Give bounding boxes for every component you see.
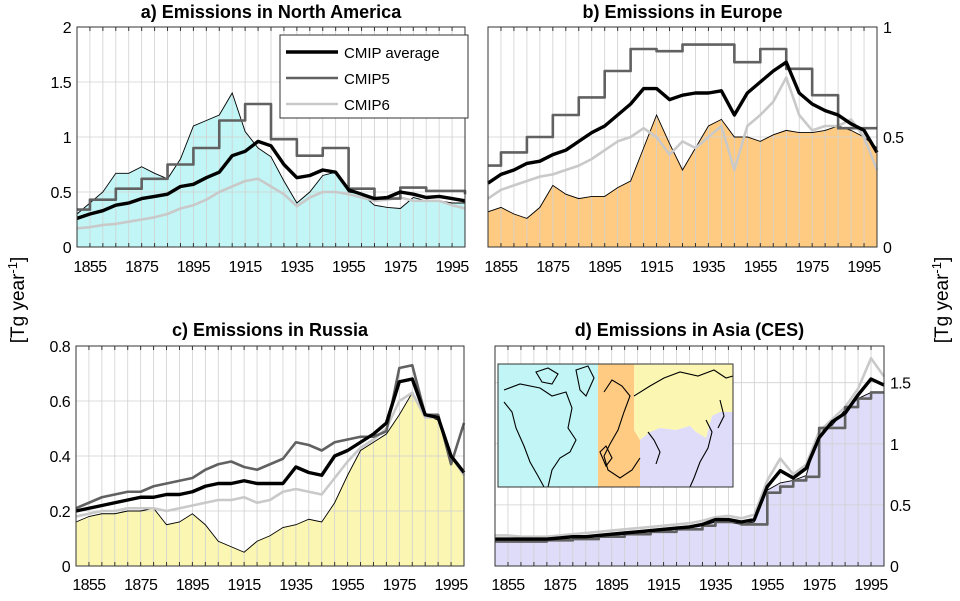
x-tick-label: 1895 (176, 577, 210, 594)
legend: CMIP average CMIP5 CMIP6 (279, 34, 469, 119)
y-tick-label: 0.5 (51, 185, 72, 202)
region-emission-area (495, 392, 884, 566)
x-tick-label: 1855 (72, 577, 106, 594)
series-line-cmip6 (75, 391, 466, 518)
panel-title: d) Emissions in Asia (CES) (575, 320, 804, 340)
x-tick-label: 1875 (536, 259, 570, 276)
inset-region-map (497, 363, 734, 488)
x-tick-label: 1915 (229, 259, 263, 276)
y-tick-label: 0.5 (890, 498, 911, 515)
y-tick-label: 0 (62, 559, 71, 576)
y-tick-label: 1 (63, 130, 72, 147)
x-tick-label: 1935 (699, 577, 733, 594)
legend-label-cmip5: CMIP5 (344, 71, 390, 88)
x-tick-label: 1975 (796, 259, 830, 276)
x-tick-label: 1975 (383, 577, 417, 594)
map-region-north-america (498, 364, 598, 487)
x-tick-label: 1955 (332, 259, 366, 276)
coastlines (503, 365, 734, 488)
series-line-cmip5 (488, 43, 877, 167)
y-tick-label: 0 (890, 559, 899, 576)
x-tick-label: 1915 (640, 259, 674, 276)
x-tick-label: 1915 (228, 577, 262, 594)
region-emission-line (487, 113, 878, 219)
x-tick-label: 1975 (384, 259, 418, 276)
x-tick-label: 1895 (595, 577, 629, 594)
y-tick-label: 1 (890, 437, 899, 454)
y-tick-label: 1.5 (890, 376, 911, 393)
series-line-cmip-average (75, 377, 466, 513)
series-line-cmip-average (76, 139, 466, 221)
y-tick-label: 0.4 (50, 449, 71, 466)
x-tick-label: 1955 (331, 577, 365, 594)
y-tick-label: 0.8 (50, 339, 71, 356)
y-tick-label: 0 (63, 240, 72, 257)
y-tick-label: 0.6 (50, 394, 71, 411)
y-tick-label: 2 (63, 20, 72, 37)
region-emission-line (75, 391, 465, 553)
region-emission-line (76, 91, 465, 215)
legend-label-cmip-average: CMIP average (344, 45, 440, 62)
x-tick-label: 1955 (751, 577, 785, 594)
series-line-cmip6 (487, 76, 879, 200)
panel-title: a) Emissions in North America (141, 2, 402, 22)
x-tick-label: 1995 (434, 577, 468, 594)
series-line-cmip-average (487, 60, 879, 185)
x-tick-label: 1855 (73, 259, 107, 276)
series-line-cmip-average (495, 377, 885, 541)
x-tick-label: 1895 (588, 259, 622, 276)
x-tick-label: 1895 (177, 259, 211, 276)
legend-label-cmip6: CMIP6 (344, 97, 390, 114)
x-tick-label: 1995 (847, 259, 881, 276)
map-region-russia (634, 364, 733, 440)
panel-title: b) Emissions in Europe (582, 2, 782, 22)
x-tick-label: 1935 (692, 259, 726, 276)
y-tick-label: 0 (883, 240, 892, 257)
y-tick-label: 0.5 (883, 130, 904, 147)
x-tick-label: 1935 (280, 259, 314, 276)
x-tick-label: 1955 (744, 259, 778, 276)
series-line-cmip5 (495, 391, 884, 543)
y-axis-label-right: [Tg year-1] (929, 257, 953, 344)
y-axis-label-left: [Tg year-1] (5, 257, 29, 344)
x-tick-label: 1875 (543, 577, 577, 594)
map-region-asia (640, 412, 733, 487)
x-tick-label: 1855 (491, 577, 525, 594)
x-tick-label: 1995 (435, 259, 469, 276)
y-tick-label: 1 (883, 20, 892, 37)
x-tick-label: 1875 (124, 577, 158, 594)
x-tick-label: 1915 (647, 577, 681, 594)
x-tick-label: 1855 (484, 259, 518, 276)
y-tick-label: 0.2 (50, 504, 71, 521)
panel-c: 1855 1875 1895 1915 1935 1955 1975 1995 0 0.2 0.4 0… (50, 320, 469, 594)
x-tick-label: 1995 (854, 577, 888, 594)
x-tick-label: 1935 (279, 577, 313, 594)
x-tick-label: 1875 (125, 259, 159, 276)
panel-title: c) Emissions in Russia (172, 320, 369, 340)
x-tick-label: 1975 (803, 577, 837, 594)
region-emission-area (76, 392, 464, 566)
y-tick-label: 1.5 (51, 75, 72, 92)
series-line-cmip5 (75, 363, 466, 510)
panel-a: 1855 1875 1895 1915 1935 1955 1975 1995 0 0.5 1 1.5… (51, 2, 470, 276)
